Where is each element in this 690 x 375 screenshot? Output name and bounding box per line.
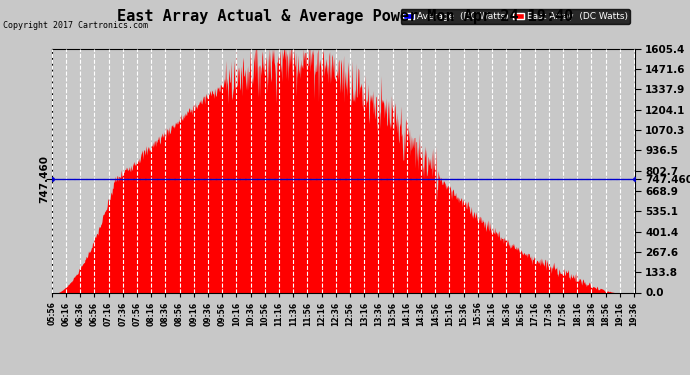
Legend: Average  (DC Watts), East Array  (DC Watts): Average (DC Watts), East Array (DC Watts…: [401, 9, 630, 24]
Text: 747.460: 747.460: [39, 155, 49, 203]
Text: East Array Actual & Average Power Mon Apr 24 19:40: East Array Actual & Average Power Mon Ap…: [117, 9, 573, 24]
Text: Copyright 2017 Cartronics.com: Copyright 2017 Cartronics.com: [3, 21, 148, 30]
